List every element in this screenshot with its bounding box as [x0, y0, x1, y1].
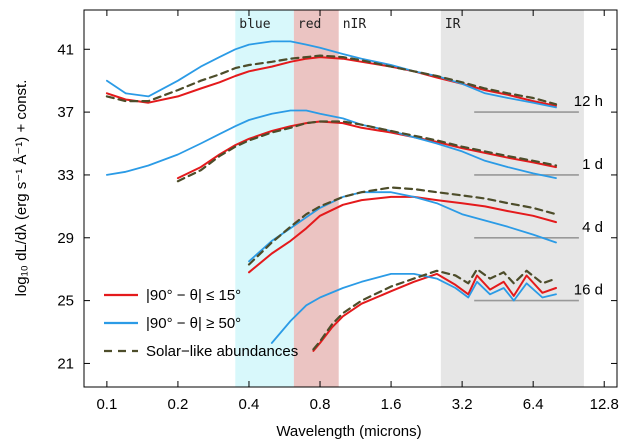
- x-tick-label: 1.6: [381, 396, 402, 413]
- baseline-group: [474, 111, 579, 302]
- band-label-group: blue red nIR IR: [239, 17, 460, 32]
- band-label-IR: IR: [445, 17, 461, 32]
- band-shading-group: [235, 10, 584, 387]
- y-tick-label: 37: [57, 104, 74, 121]
- y-axis-label: log₁₀ dL/dλ (erg s⁻¹ Å⁻¹) + const.: [13, 80, 30, 297]
- series-solar-16d: [312, 268, 558, 351]
- series-polar-1d: [106, 109, 557, 179]
- y-tick-label: 21: [57, 355, 74, 372]
- epoch-label-4d: 4 d: [582, 219, 603, 236]
- x-tick-label: 6.4: [523, 396, 544, 413]
- series-solar-4d: [247, 186, 558, 266]
- y-tick-label: 25: [57, 293, 74, 310]
- legend-label: |90° − θ| ≥ 50°: [146, 315, 241, 332]
- x-tick-label: 12.8: [590, 396, 619, 413]
- legend-label: |90° − θ| ≤ 15°: [146, 287, 241, 304]
- series-polar-12h: [106, 40, 557, 109]
- series-equatorial-16d: [312, 272, 557, 352]
- band-label-red: red: [298, 17, 321, 32]
- series-group: [105, 40, 558, 352]
- series-polar-4d: [248, 191, 557, 263]
- band-label-nIR: nIR: [343, 17, 367, 32]
- series-equatorial-1d: [176, 120, 557, 180]
- legend: |90° − θ| ≤ 15° |90° − θ| ≥ 50° Solar−like…: [104, 287, 298, 360]
- x-tick-label: 0.2: [167, 396, 188, 413]
- x-tick-label: 0.8: [310, 396, 331, 413]
- series-equatorial-4d: [248, 195, 557, 274]
- y-tick-label: 41: [57, 41, 74, 58]
- time-label-group: 12 h 1 d 4 d 16 d: [574, 93, 603, 299]
- x-tick-label: 3.2: [452, 396, 473, 413]
- y-tick-label: 29: [57, 230, 74, 247]
- band-label-blue: blue: [239, 17, 270, 32]
- band-red: [293, 10, 339, 387]
- x-tick-label: 0.4: [239, 396, 260, 413]
- x-axis-label: Wavelength (microns): [276, 423, 421, 440]
- plot-frame: [83, 9, 618, 388]
- epoch-label-1d: 1 d: [582, 156, 603, 173]
- y-axis-ticks: 21 25 29 33 37 41: [57, 41, 617, 372]
- series-equatorial-12h: [105, 56, 557, 107]
- band-IR: [440, 10, 584, 387]
- x-tick-label: 0.1: [96, 396, 117, 413]
- legend-label: Solar−like abundances: [146, 343, 298, 360]
- epoch-label-16d: 16 d: [574, 282, 603, 299]
- series-polar-16d: [270, 273, 557, 344]
- epoch-label-12h: 12 h: [574, 93, 603, 110]
- y-tick-label: 33: [57, 167, 74, 184]
- x-axis-ticks: 0.1 0.2 0.4 0.8 1.6 3.2 6.4 12.8: [96, 10, 619, 413]
- series-solar-12h: [105, 54, 558, 106]
- series-solar-1d: [176, 120, 558, 183]
